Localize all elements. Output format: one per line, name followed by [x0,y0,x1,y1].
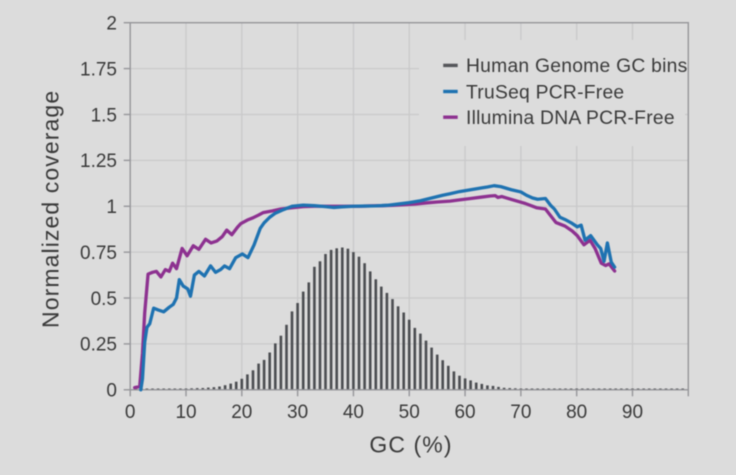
svg-text:0.25: 0.25 [80,335,117,356]
svg-text:Human Genome GC bins: Human Genome GC bins [466,56,687,77]
svg-text:0.75: 0.75 [80,243,117,264]
svg-text:80: 80 [566,402,587,423]
svg-text:50: 50 [399,402,420,423]
svg-text:2: 2 [106,14,117,35]
svg-text:60: 60 [454,402,475,423]
svg-text:90: 90 [622,402,643,423]
svg-text:30: 30 [287,402,308,423]
svg-text:GC (%): GC (%) [369,432,452,458]
svg-text:20: 20 [231,402,252,423]
svg-text:1.5: 1.5 [91,105,117,126]
svg-text:1: 1 [106,197,117,218]
svg-text:40: 40 [343,402,364,423]
svg-text:1.25: 1.25 [80,151,117,172]
svg-text:0.5: 0.5 [91,289,117,310]
svg-text:TruSeq PCR-Free: TruSeq PCR-Free [466,82,624,103]
svg-text:70: 70 [510,402,531,423]
svg-text:10: 10 [175,402,196,423]
svg-text:Illumina DNA PCR-Free: Illumina DNA PCR-Free [466,108,675,129]
svg-text:Normalized coverage: Normalized coverage [37,90,63,328]
svg-text:0: 0 [106,381,117,402]
svg-text:0: 0 [125,402,136,423]
svg-text:1.75: 1.75 [80,59,117,80]
